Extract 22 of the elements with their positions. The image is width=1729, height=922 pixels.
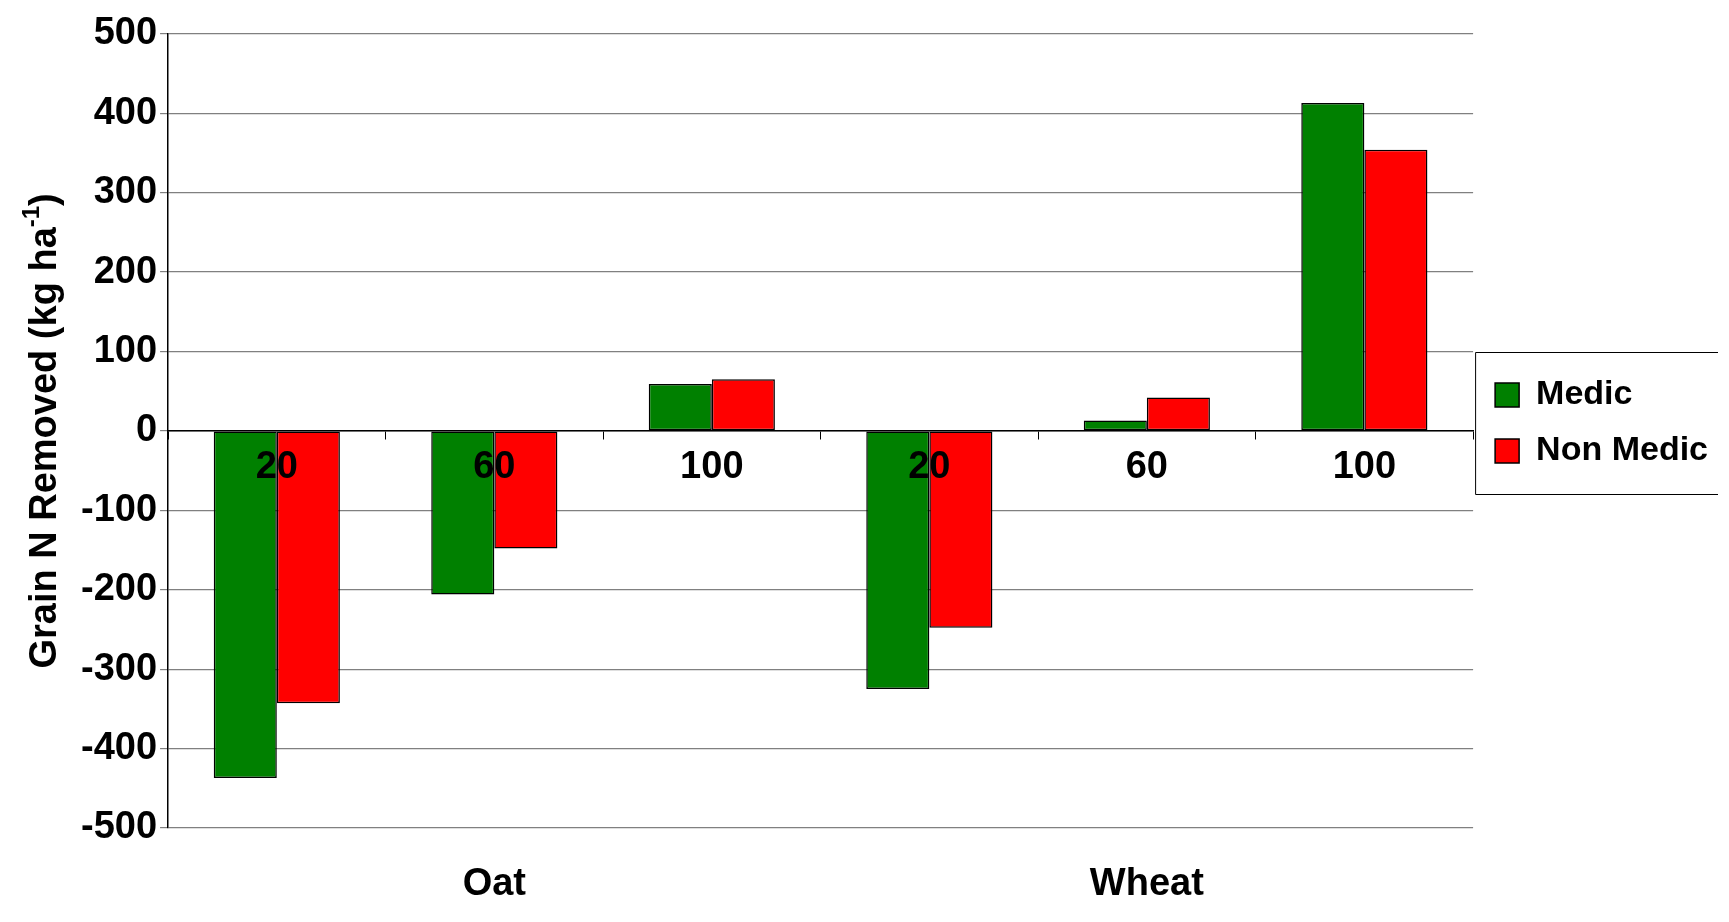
y-tick-label: -100 xyxy=(80,486,158,529)
x-tick-label: 60 xyxy=(473,444,516,487)
y-tick-label: 400 xyxy=(93,89,158,132)
y-tick-label: 500 xyxy=(93,10,158,53)
x-tick-label: 100 xyxy=(680,444,744,487)
y-tick-label: 0 xyxy=(135,407,158,450)
y-tick-label: 200 xyxy=(93,248,158,291)
text: Oat xyxy=(462,861,527,904)
legend-label: Non Medic xyxy=(1536,429,1709,468)
y-tick-label: -200 xyxy=(80,566,158,609)
y-tick-label: 100 xyxy=(93,327,158,370)
x-tick-label: 20 xyxy=(908,444,951,487)
y-axis-title: Grain N Removed (kg ha-1) xyxy=(16,193,65,669)
x-tick-label: 60 xyxy=(1125,444,1168,487)
y-tick-label: -300 xyxy=(80,645,158,688)
y-tick-label: 300 xyxy=(93,169,158,212)
x-tick-label: 100 xyxy=(1332,444,1397,487)
y-tick-label: -400 xyxy=(80,725,158,768)
text: Wheat xyxy=(1089,861,1205,904)
x-tick-label: 20 xyxy=(255,444,298,487)
y-tick-label: -500 xyxy=(80,804,158,847)
legend-label: Medic xyxy=(1536,373,1633,412)
